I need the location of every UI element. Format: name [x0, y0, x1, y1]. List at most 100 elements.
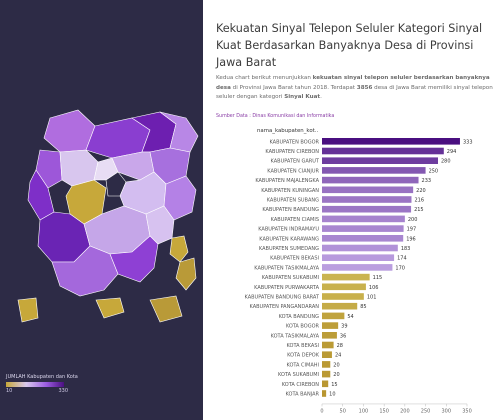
x-tick-label: 300	[442, 408, 452, 414]
bar[interactable]	[322, 390, 327, 397]
bar[interactable]	[322, 244, 398, 252]
bar-value-label: 280	[441, 159, 451, 165]
category-label: KABUPATEN SUBANG	[267, 198, 319, 204]
bar[interactable]	[322, 351, 332, 358]
category-label: KOTA CIREBON	[282, 382, 319, 388]
bar[interactable]	[322, 254, 395, 261]
bar-value-label: 220	[416, 188, 426, 194]
bar-value-label: 10	[329, 392, 335, 398]
bar[interactable]	[322, 273, 370, 281]
x-tick-label: 0	[320, 408, 323, 414]
category-label: KOTA BANJAR	[286, 392, 320, 398]
bar-value-label: 183	[401, 246, 411, 252]
category-label: KABUPATEN CIAMIS	[271, 217, 319, 223]
bar-value-label: 101	[367, 295, 377, 301]
category-label: KOTA DEPOK	[287, 353, 320, 359]
bar[interactable]	[322, 264, 393, 271]
bar[interactable]	[322, 312, 345, 320]
category-label: KABUPATEN MAJALENGKA	[255, 178, 319, 184]
map-region[interactable]	[109, 235, 159, 283]
bar[interactable]	[322, 138, 460, 145]
x-tick-label: 200	[400, 408, 410, 414]
bar[interactable]	[322, 293, 364, 300]
bar[interactable]	[322, 302, 358, 310]
category-label: KOTA BEKASI	[287, 343, 319, 349]
category-label: KOTA BANDUNG	[279, 314, 319, 320]
category-label: KABUPATEN SUMEDANG	[259, 246, 319, 252]
bar-value-label: 216	[414, 198, 424, 204]
bar-value-label: 200	[408, 217, 418, 223]
category-label: KABUPATEN CIREBON	[265, 149, 319, 155]
bar[interactable]	[322, 176, 419, 184]
category-label: KABUPATEN TASIKMALAYA	[254, 265, 319, 271]
category-label: KABUPATEN CIANJUR	[267, 168, 319, 174]
bar-value-label: 197	[407, 227, 417, 233]
category-label: KOTA BOGOR	[286, 324, 320, 330]
bar-value-label: 20	[333, 372, 339, 378]
page-title: Kekuatan Sinyal Telepon Seluler Kategori…	[216, 22, 483, 69]
map-region[interactable]	[17, 297, 39, 323]
choropleth-map[interactable]	[0, 0, 203, 420]
category-label: KABUPATEN PANGANDARAN	[250, 304, 320, 310]
x-tick-label: 250	[421, 408, 431, 414]
category-label: KABUPATEN INDRAMAYU	[258, 227, 319, 233]
bar-value-label: 294	[447, 149, 457, 155]
map-legend: JUMLAH Kabupaten dan Kota 10 330	[6, 374, 96, 394]
category-label: KABUPATEN BANDUNG BARAT	[245, 295, 320, 301]
category-label: KABUPATEN SUKABUMI	[262, 275, 319, 281]
source-text: Sumber Data : Dinas Komunikasi dan Infor…	[216, 114, 335, 119]
bar-value-label: 106	[369, 285, 379, 291]
bar[interactable]	[322, 186, 414, 194]
bar-value-label: 85	[360, 304, 366, 310]
bar[interactable]	[322, 235, 404, 242]
x-tick-label: 50	[340, 408, 346, 414]
bar[interactable]	[322, 196, 412, 203]
bar[interactable]	[322, 205, 412, 213]
legend-min: 10	[6, 388, 13, 394]
x-tick-label: 350	[462, 408, 472, 414]
bar-value-label: 174	[397, 256, 407, 262]
legend-ticks: 10 330	[6, 388, 68, 394]
category-label: KABUPATEN BANDUNG	[262, 207, 319, 213]
bar-value-label: 250	[429, 168, 439, 174]
category-label: KOTA TASIKMALAYA	[271, 333, 320, 339]
category-label: KABUPATEN GARUT	[271, 159, 320, 165]
bar-value-label: 36	[340, 333, 346, 339]
map-region[interactable]	[35, 149, 63, 189]
map-region[interactable]	[149, 295, 183, 323]
bar[interactable]	[322, 380, 329, 388]
bar-value-label: 233	[422, 178, 432, 184]
bar[interactable]	[322, 332, 337, 339]
map-region[interactable]	[95, 297, 125, 319]
category-label: KABUPATEN KUNINGAN	[261, 188, 319, 194]
bar-value-label: 15	[331, 382, 337, 388]
map-region[interactable]	[85, 117, 151, 159]
bar-value-label: 20	[333, 362, 339, 368]
bar-value-label: 28	[337, 343, 343, 349]
bar-chart[interactable]: nama_kabupaten_kot.. KABUPATEN BOGOR 333 KA…	[203, 120, 500, 420]
map-region[interactable]	[169, 235, 189, 263]
column-header: nama_kabupaten_kot..	[257, 128, 318, 134]
category-label: KOTA CIMAHI	[286, 362, 319, 368]
description-text: Kedua chart berikut menunjukkan kekuatan…	[216, 75, 493, 101]
bar[interactable]	[322, 147, 444, 155]
map-region[interactable]	[175, 257, 197, 291]
bar[interactable]	[322, 157, 438, 164]
bar-value-label: 115	[373, 275, 383, 281]
bar[interactable]	[322, 167, 426, 174]
bar[interactable]	[322, 283, 366, 291]
category-label: KABUPATEN BOGOR	[269, 139, 319, 145]
bar-value-label: 39	[341, 324, 347, 330]
bar[interactable]	[322, 370, 331, 378]
info-panel: Kekuatan Sinyal Telepon Seluler Kategori…	[203, 0, 500, 420]
bar[interactable]	[322, 322, 339, 329]
bar[interactable]	[322, 361, 331, 368]
category-label: KABUPATEN BEKASI	[270, 256, 319, 262]
category-label: KABUPATEN PURWAKARTA	[254, 285, 319, 291]
bar-value-label: 215	[414, 207, 424, 213]
choropleth-map-panel[interactable]: JUMLAH Kabupaten dan Kota 10 330	[0, 0, 203, 420]
bar[interactable]	[322, 225, 404, 232]
bar[interactable]	[322, 341, 334, 349]
bar-value-label: 196	[406, 236, 416, 242]
bar[interactable]	[322, 215, 405, 223]
